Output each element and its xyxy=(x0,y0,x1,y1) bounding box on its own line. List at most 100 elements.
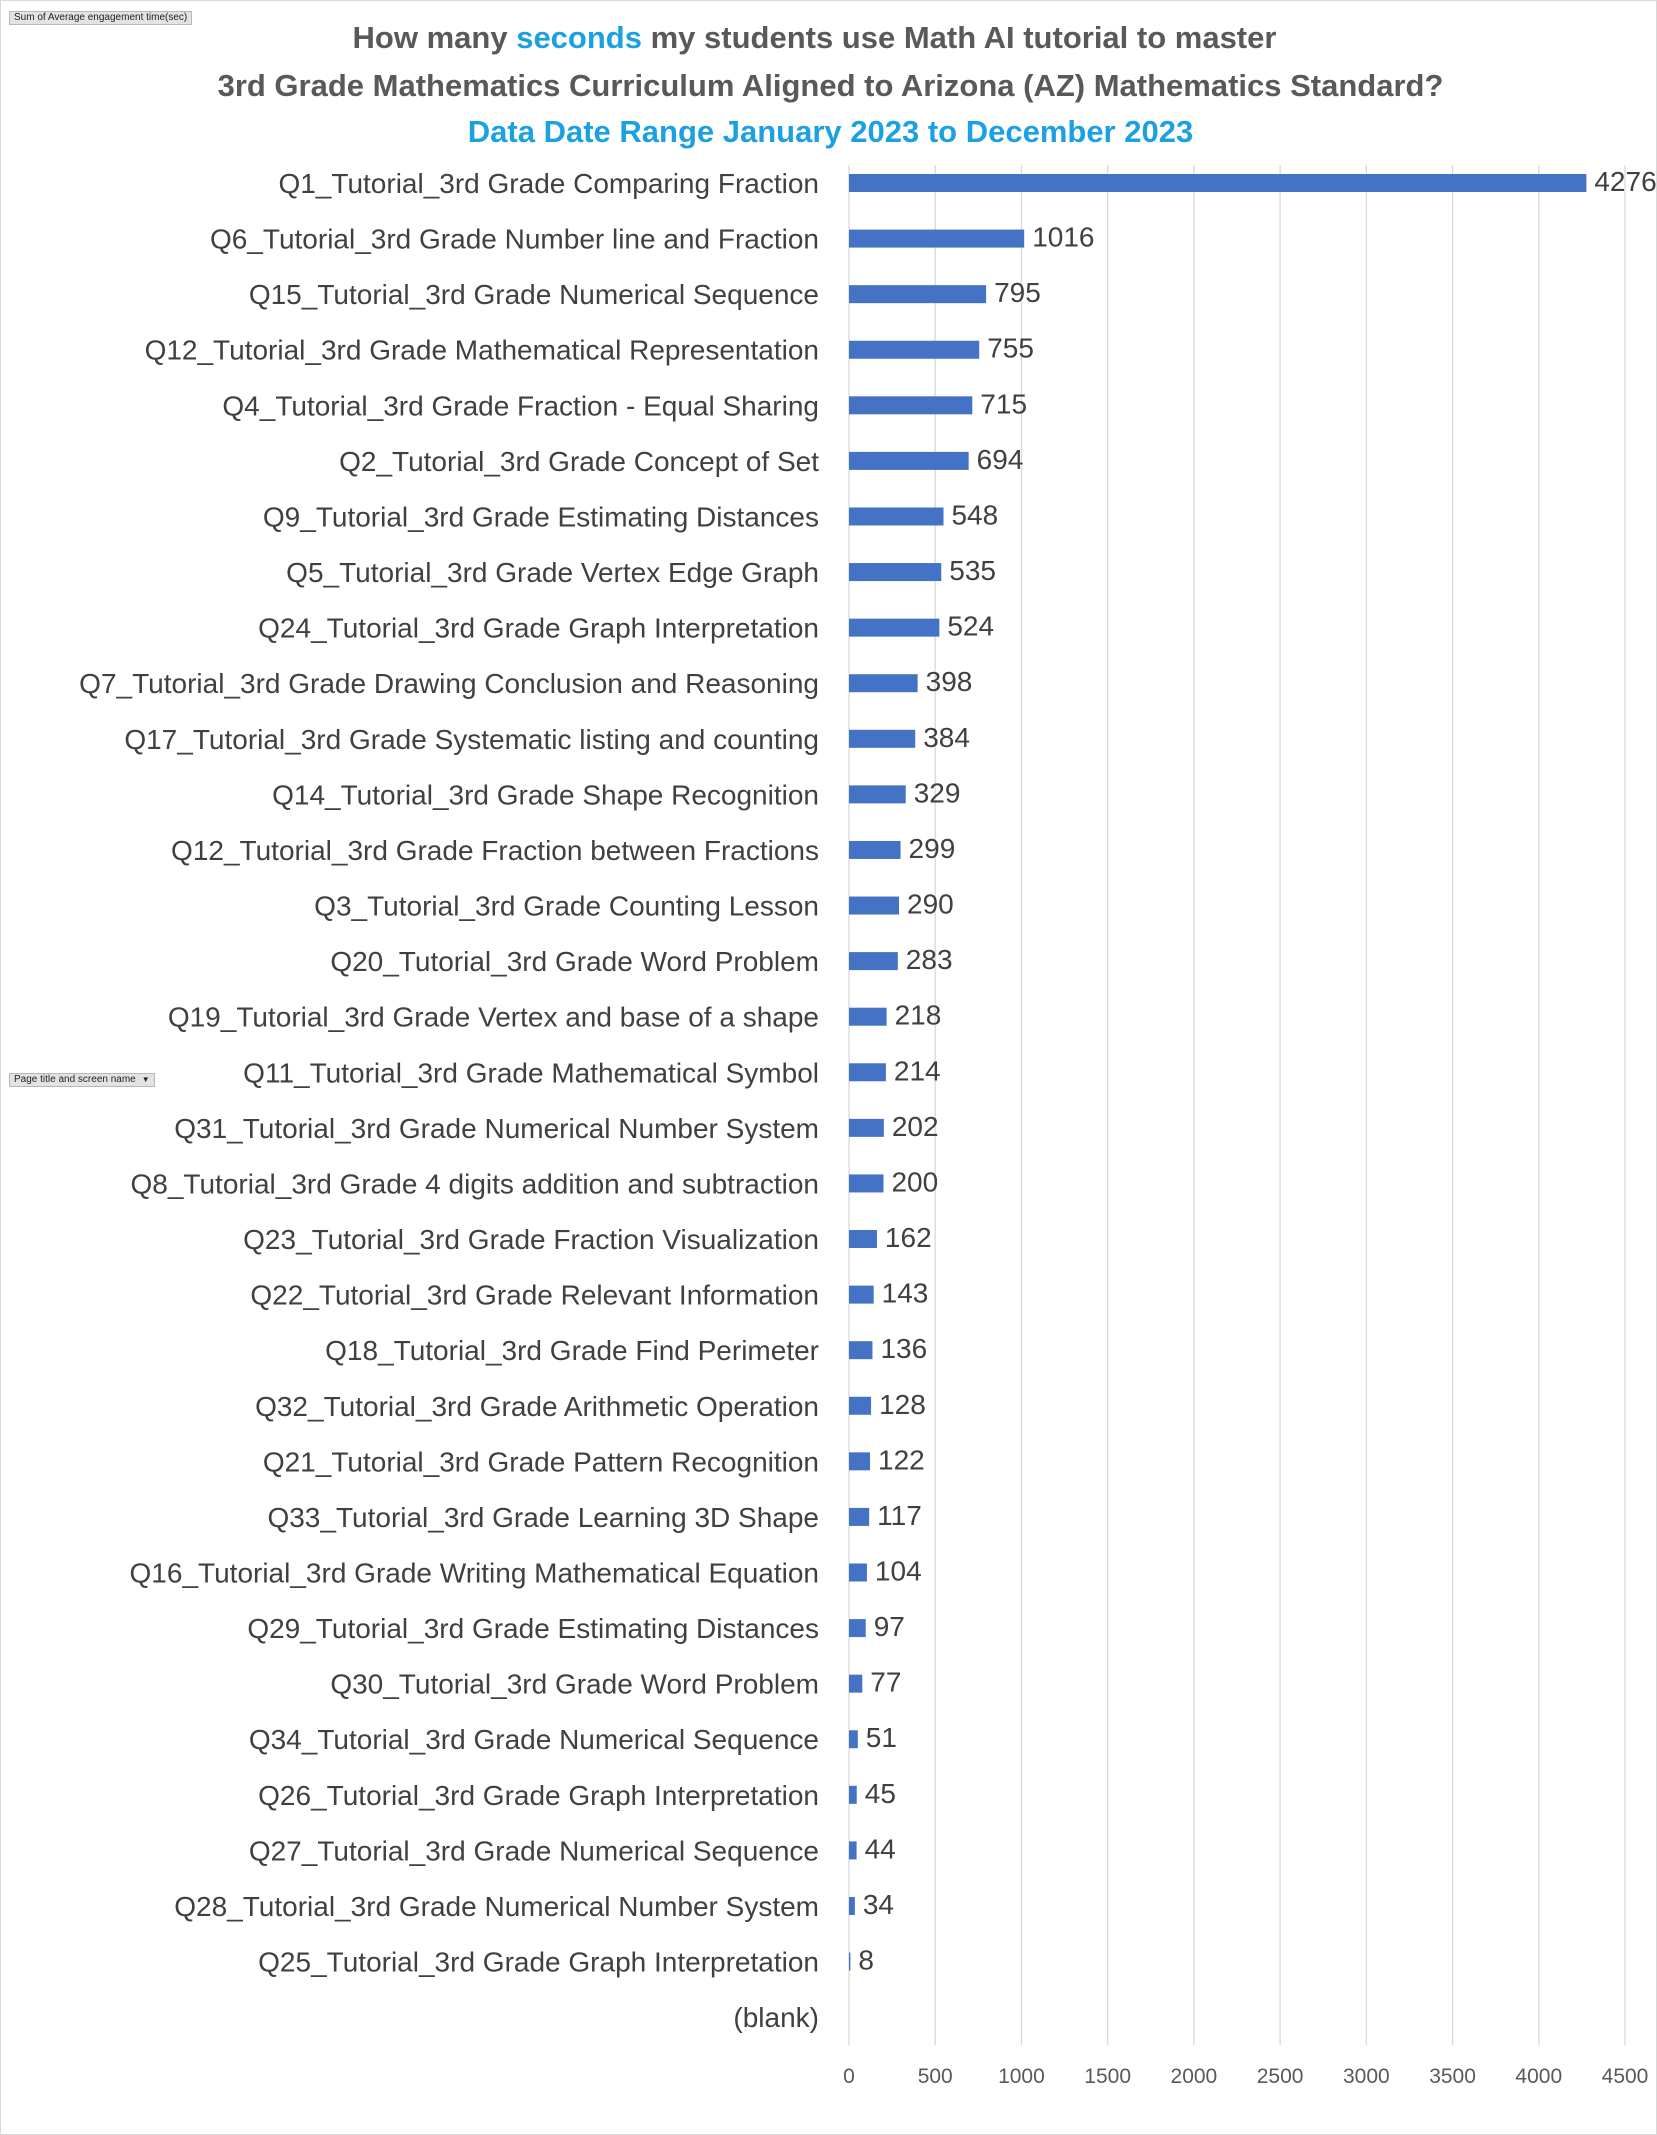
data-label: 329 xyxy=(914,777,961,808)
data-label: 51 xyxy=(866,1722,897,1753)
bar[interactable] xyxy=(849,1841,857,1860)
category-label: Q29_Tutorial_3rd Grade Estimating Distan… xyxy=(247,1613,819,1644)
bar[interactable] xyxy=(849,396,973,415)
bar[interactable] xyxy=(849,618,940,637)
category-label: Q9_Tutorial_3rd Grade Estimating Distanc… xyxy=(263,501,819,532)
bar[interactable] xyxy=(849,229,1025,248)
bar[interactable] xyxy=(849,674,918,693)
bar[interactable] xyxy=(849,451,969,470)
data-label: 200 xyxy=(891,1166,938,1197)
gridlines xyxy=(848,165,1626,2045)
values-field-button[interactable]: Sum of Average engagement time(sec) xyxy=(9,11,193,25)
data-label: 202 xyxy=(892,1111,939,1142)
bar[interactable] xyxy=(849,1063,886,1082)
data-label: 694 xyxy=(977,444,1024,475)
bar[interactable] xyxy=(849,340,980,359)
data-label: 715 xyxy=(980,388,1027,419)
bar[interactable] xyxy=(849,1396,872,1415)
data-label: 128 xyxy=(879,1389,926,1420)
title-accent-word: seconds xyxy=(516,20,642,55)
bars xyxy=(849,174,1587,1971)
category-label: Q6_Tutorial_3rd Grade Number line and Fr… xyxy=(210,224,819,255)
data-label: 524 xyxy=(947,611,994,642)
category-label: Q14_Tutorial_3rd Grade Shape Recognition xyxy=(272,779,819,810)
category-label: Q24_Tutorial_3rd Grade Graph Interpretat… xyxy=(258,613,819,644)
bar[interactable] xyxy=(849,285,987,304)
bar[interactable] xyxy=(849,896,900,915)
bar[interactable] xyxy=(849,1563,867,1582)
data-label: 384 xyxy=(923,722,970,753)
bar[interactable] xyxy=(849,840,901,859)
data-label: 1016 xyxy=(1032,222,1094,253)
bar[interactable] xyxy=(849,1674,863,1693)
dropdown-arrow-icon[interactable]: ▼ xyxy=(141,1075,150,1084)
category-label: Q8_Tutorial_3rd Grade 4 digits addition … xyxy=(131,1168,820,1199)
bar[interactable] xyxy=(849,1341,873,1360)
title-prefix: How many xyxy=(352,20,517,55)
data-label: 398 xyxy=(926,666,973,697)
data-label: 283 xyxy=(906,944,953,975)
rows-field-filter-button[interactable]: Page title and screen name ▼ xyxy=(9,1073,155,1087)
bar[interactable] xyxy=(849,563,942,582)
bar[interactable] xyxy=(849,1118,884,1137)
data-label: 34 xyxy=(863,1889,894,1920)
category-label: Q18_Tutorial_3rd Grade Find Perimeter xyxy=(325,1335,819,1366)
bar[interactable] xyxy=(849,1285,874,1304)
data-label: 548 xyxy=(951,499,998,530)
bar[interactable] xyxy=(849,952,898,971)
category-label: Q16_Tutorial_3rd Grade Writing Mathemati… xyxy=(130,1558,819,1589)
chart-title-line-1: How many seconds my students use Math AI… xyxy=(353,18,1277,58)
data-label: 218 xyxy=(895,1000,942,1031)
category-label: Q32_Tutorial_3rd Grade Arithmetic Operat… xyxy=(255,1391,819,1422)
bar[interactable] xyxy=(849,1952,851,1971)
category-label: Q34_Tutorial_3rd Grade Numerical Sequenc… xyxy=(249,1724,819,1755)
data-label: 4276 xyxy=(1594,166,1656,197)
category-label: Q12_Tutorial_3rd Grade Fraction between … xyxy=(171,835,819,866)
x-tick-label-1500: 1500 xyxy=(1084,2065,1131,2088)
category-label: Q31_Tutorial_3rd Grade Numerical Number … xyxy=(174,1113,819,1144)
category-label: Q12_Tutorial_3rd Grade Mathematical Repr… xyxy=(145,335,819,366)
category-label: Q15_Tutorial_3rd Grade Numerical Sequenc… xyxy=(249,279,819,310)
x-tick-label-500: 500 xyxy=(918,2065,953,2088)
bar[interactable] xyxy=(849,1452,871,1471)
category-label: Q23_Tutorial_3rd Grade Fraction Visualiz… xyxy=(243,1224,819,1255)
category-label: Q21_Tutorial_3rd Grade Pattern Recogniti… xyxy=(263,1446,819,1477)
bar[interactable] xyxy=(849,1174,884,1193)
bar[interactable] xyxy=(849,507,944,526)
category-label: Q33_Tutorial_3rd Grade Learning 3D Shape xyxy=(267,1502,819,1533)
category-label: Q19_Tutorial_3rd Grade Vertex and base o… xyxy=(168,1002,819,1033)
data-label: 535 xyxy=(949,555,996,586)
data-label: 44 xyxy=(865,1833,896,1864)
bar[interactable] xyxy=(849,1785,857,1804)
chart-subtitle-date-range: Data Date Range January 2023 to December… xyxy=(467,114,1194,149)
category-label: Q22_Tutorial_3rd Grade Relevant Informat… xyxy=(250,1280,819,1311)
bar[interactable] xyxy=(849,785,906,804)
data-label: 290 xyxy=(907,889,954,920)
category-label: Q4_Tutorial_3rd Grade Fraction - Equal S… xyxy=(222,390,819,421)
bar[interactable] xyxy=(849,174,1587,192)
bar[interactable] xyxy=(849,1896,855,1915)
bar[interactable] xyxy=(849,1230,877,1249)
data-label: 117 xyxy=(877,1500,922,1531)
x-tick-label-4500: 4500 xyxy=(1602,2065,1649,2088)
data-label: 162 xyxy=(885,1222,932,1253)
category-label: Q27_Tutorial_3rd Grade Numerical Sequenc… xyxy=(249,1835,819,1866)
category-label: Q28_Tutorial_3rd Grade Numerical Number … xyxy=(174,1891,819,1922)
category-label: Q26_Tutorial_3rd Grade Graph Interpretat… xyxy=(258,1780,819,1811)
category-label: Q17_Tutorial_3rd Grade Systematic listin… xyxy=(124,724,819,755)
category-label: Q5_Tutorial_3rd Grade Vertex Edge Graph xyxy=(286,557,819,588)
data-label: 795 xyxy=(994,277,1041,308)
data-label: 97 xyxy=(874,1611,905,1642)
x-tick-label-4000: 4000 xyxy=(1515,2065,1562,2088)
x-tick-label-2500: 2500 xyxy=(1257,2065,1304,2088)
category-label: Q1_Tutorial_3rd Grade Comparing Fraction xyxy=(278,168,819,199)
bar[interactable] xyxy=(849,729,916,748)
data-label: 214 xyxy=(894,1055,941,1086)
bar[interactable] xyxy=(849,1507,870,1526)
bar[interactable] xyxy=(849,1730,858,1749)
data-label: 143 xyxy=(882,1278,929,1309)
bar[interactable] xyxy=(849,1619,866,1638)
values-field-label: Sum of Average engagement time(sec) xyxy=(14,12,188,23)
bar[interactable] xyxy=(849,1007,887,1026)
